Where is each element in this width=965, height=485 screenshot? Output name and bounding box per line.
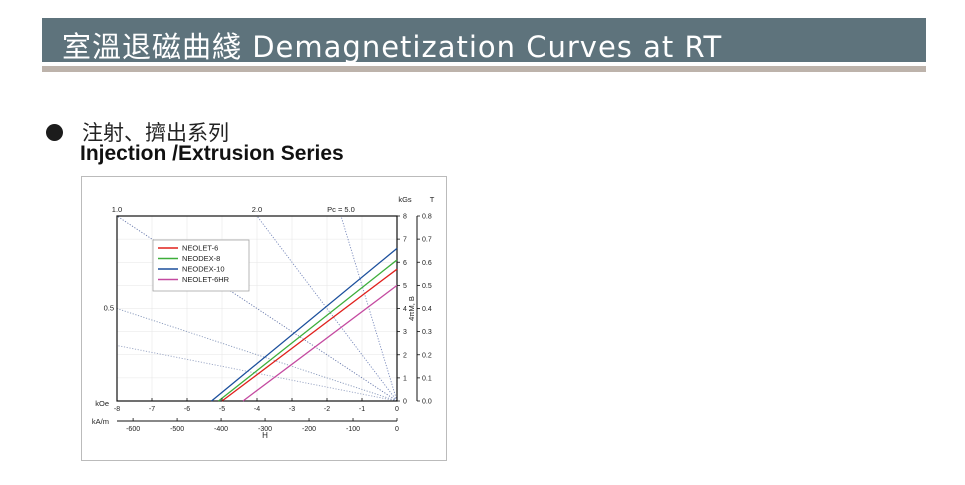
y-tick-label-tesla: 0.6 bbox=[422, 260, 432, 267]
section-title-chinese: 注射、擠出系列 bbox=[82, 121, 229, 145]
chart-frame: 1.0 2.0 Pc = 5.0 0.5 kOe -8 -7 -6 -5 -4 -3 -2 -1 0 kA/… bbox=[81, 176, 447, 461]
section-title-english: Injection /Extrusion Series bbox=[80, 142, 344, 165]
y-tick-label-tesla: 0.5 bbox=[422, 283, 432, 290]
x-tick-label-koe: -3 bbox=[289, 406, 295, 413]
y-tick-label-tesla: 0.8 bbox=[422, 214, 432, 221]
permeance-label: 0.5 bbox=[104, 304, 114, 313]
legend-label: NEOLET-6 bbox=[182, 244, 218, 253]
y-tick-label-kgs: 1 bbox=[403, 375, 407, 382]
x-tick-label-koe: -5 bbox=[219, 406, 225, 413]
y-tick-label-tesla: 0.0 bbox=[422, 399, 432, 406]
y-tick-label-kgs: 0 bbox=[403, 399, 407, 406]
y-axis-unit-tesla: T bbox=[430, 195, 435, 204]
x-tick-label-kam: -400 bbox=[214, 426, 228, 433]
x-tick-label-koe: -8 bbox=[114, 406, 120, 413]
x-tick-label-koe: 0 bbox=[395, 406, 399, 413]
y-tick-label-kgs: 3 bbox=[403, 329, 407, 336]
x-tick-label-kam: 0 bbox=[395, 426, 399, 433]
x-tick-label-kam: -100 bbox=[346, 426, 360, 433]
legend-label: NEODEX-8 bbox=[182, 254, 220, 263]
y-tick-label-tesla: 0.7 bbox=[422, 237, 432, 244]
section-bullet-icon bbox=[46, 124, 63, 141]
permeance-label: 2.0 bbox=[252, 205, 262, 214]
x-tick-label-kam: -600 bbox=[126, 426, 140, 433]
x-tick-label-kam: -500 bbox=[170, 426, 184, 433]
y-tick-label-tesla: 0.4 bbox=[422, 306, 432, 313]
x-tick-label-koe: -2 bbox=[324, 406, 330, 413]
x-axis-unit-kam: kA/m bbox=[92, 417, 109, 426]
x-tick-label-koe: -4 bbox=[254, 406, 260, 413]
series-line-neolet-6hr bbox=[242, 284, 398, 402]
header-banner: 室溫退磁曲綫 Demagnetization Curves at RT bbox=[42, 18, 926, 64]
x-axis-unit-koe: kOe bbox=[95, 399, 109, 408]
x-tick-label-kam: -300 bbox=[258, 426, 272, 433]
legend-label: NEOLET-6HR bbox=[182, 275, 230, 284]
series-line-neolet-6 bbox=[221, 268, 398, 402]
y-tick-label-kgs: 5 bbox=[403, 283, 407, 290]
x-tick-label-koe: -1 bbox=[359, 406, 365, 413]
series-line-neodex-8 bbox=[218, 259, 398, 402]
permeance-line bbox=[256, 215, 398, 402]
y-tick-label-kgs: 8 bbox=[403, 214, 407, 221]
x-tick-label-kam: -200 bbox=[302, 426, 316, 433]
y-axis-unit-kgs: kGs bbox=[398, 195, 412, 204]
y-tick-label-tesla: 0.1 bbox=[422, 375, 432, 382]
y-tick-label-kgs: 4 bbox=[403, 306, 407, 313]
y-tick-label-kgs: 2 bbox=[403, 352, 407, 359]
y-axis-title: 4πM, B bbox=[407, 296, 416, 321]
permeance-label: Pc = 5.0 bbox=[327, 205, 355, 214]
x-tick-label-koe: -7 bbox=[149, 406, 155, 413]
y-tick-label-kgs: 7 bbox=[403, 237, 407, 244]
header-divider bbox=[42, 66, 926, 72]
y-tick-label-tesla: 0.3 bbox=[422, 329, 432, 336]
y-tick-label-kgs: 6 bbox=[403, 260, 407, 267]
y-tick-label-tesla: 0.2 bbox=[422, 352, 432, 359]
x-tick-label-koe: -6 bbox=[184, 406, 190, 413]
permeance-label: 1.0 bbox=[112, 205, 122, 214]
demagnetization-chart: 1.0 2.0 Pc = 5.0 0.5 kOe -8 -7 -6 -5 -4 -3 -2 -1 0 kA/… bbox=[92, 195, 435, 440]
series-line-neodex-10 bbox=[211, 247, 398, 402]
x-axis-title: H bbox=[262, 431, 268, 440]
page-title: 室溫退磁曲綫 Demagnetization Curves at RT bbox=[62, 30, 723, 64]
legend-label: NEODEX-10 bbox=[182, 265, 225, 274]
